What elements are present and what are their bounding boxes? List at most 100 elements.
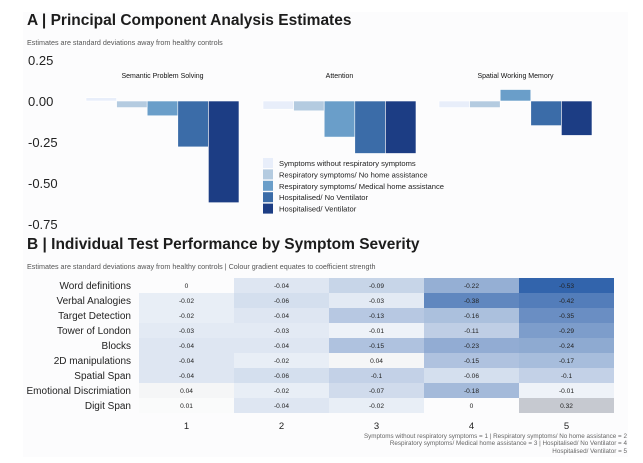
heatmap-title: B | Individual Test Performance by Sympt… bbox=[27, 236, 420, 253]
cell-value: -0.02 bbox=[179, 298, 194, 305]
heatmap-cell bbox=[424, 308, 519, 323]
cell-value: -0.11 bbox=[464, 328, 479, 335]
heatmap-cell bbox=[424, 368, 519, 383]
cell-value: 0.04 bbox=[370, 358, 383, 365]
bar bbox=[561, 100, 593, 136]
heatmap-cell bbox=[234, 353, 329, 368]
heatmap-cell bbox=[139, 308, 234, 323]
bar bbox=[385, 100, 417, 154]
cell-value: 0.01 bbox=[180, 403, 193, 410]
heatmap-cell bbox=[139, 398, 234, 413]
cell-value: -0.01 bbox=[369, 328, 384, 335]
y-tick-label: -0.25 bbox=[28, 135, 58, 150]
bar bbox=[323, 100, 356, 138]
cell-value: -0.03 bbox=[179, 328, 194, 335]
row-label: Word definitions bbox=[59, 281, 131, 292]
x-tick-label: 1 bbox=[184, 421, 189, 432]
cell-value: -0.15 bbox=[464, 358, 479, 365]
cell-value: -0.16 bbox=[464, 313, 479, 320]
row-label: Tower of London bbox=[57, 326, 131, 337]
bar bbox=[116, 100, 148, 108]
facet-label: Semantic Problem Solving bbox=[121, 73, 203, 80]
legend-label: Symptoms without respiratory symptoms bbox=[279, 159, 416, 168]
legend-label: Respiratory symptoms/ No home assistance bbox=[279, 170, 428, 179]
heatmap-cell bbox=[519, 308, 614, 323]
cell-value: -0.29 bbox=[559, 328, 574, 335]
heatmap-cell bbox=[329, 323, 424, 338]
cell-value: -0.04 bbox=[274, 283, 289, 290]
cell-value: -0.03 bbox=[369, 298, 384, 305]
cell-value: -0.04 bbox=[274, 343, 289, 350]
y-tick-label: -0.50 bbox=[28, 176, 58, 191]
bar bbox=[354, 100, 386, 154]
row-label: Emotional Discrimiation bbox=[27, 386, 131, 397]
cell-value: -0.53 bbox=[559, 283, 574, 290]
legend-label: Respiratory symptoms/ Medical home assis… bbox=[279, 182, 444, 191]
cell-value: -0.04 bbox=[179, 358, 194, 365]
caption-line: Symptoms without respiratory symptoms = … bbox=[363, 433, 627, 440]
heatmap-cell bbox=[139, 353, 234, 368]
heatmap-cell bbox=[234, 308, 329, 323]
cell-value: -0.04 bbox=[274, 313, 289, 320]
cell-value: -0.38 bbox=[464, 298, 479, 305]
row-label: Verbal Analogies bbox=[56, 296, 131, 307]
heatmap-cell bbox=[519, 398, 614, 413]
pca-chart-subtitle: Estimates are standard deviations away f… bbox=[27, 38, 223, 47]
heatmap-cell bbox=[424, 353, 519, 368]
cell-value: -0.06 bbox=[274, 298, 289, 305]
heatmap-cell bbox=[424, 383, 519, 398]
heatmap-cell bbox=[139, 293, 234, 308]
bar bbox=[293, 100, 325, 112]
heatmap-cell bbox=[519, 293, 614, 308]
cell-value: -0.13 bbox=[369, 313, 384, 320]
heatmap-cell bbox=[329, 398, 424, 413]
heatmap-cell bbox=[329, 338, 424, 353]
cell-value: -0.07 bbox=[369, 388, 384, 395]
cell-value: -0.22 bbox=[464, 283, 479, 290]
heatmap-cell bbox=[234, 323, 329, 338]
bar bbox=[85, 97, 117, 102]
row-label: Blocks bbox=[102, 341, 131, 352]
y-tick-label: 0.00 bbox=[28, 94, 53, 109]
heatmap-cell bbox=[519, 323, 614, 338]
cell-value: -0.17 bbox=[559, 358, 574, 365]
heatmap-cell bbox=[234, 338, 329, 353]
cell-value: -0.15 bbox=[369, 343, 384, 350]
cell-value: 0.32 bbox=[560, 403, 573, 410]
heatmap-cell bbox=[329, 278, 424, 293]
bar bbox=[499, 89, 532, 102]
y-tick-label: -0.75 bbox=[28, 217, 58, 232]
cell-value: -0.02 bbox=[179, 313, 194, 320]
heatmap-cell bbox=[329, 308, 424, 323]
heatmap-cell bbox=[329, 383, 424, 398]
heatmap-cell bbox=[424, 398, 519, 413]
heatmap-cell bbox=[519, 383, 614, 398]
severity-caption: Symptoms without respiratory symptoms = … bbox=[364, 433, 627, 455]
cell-value: -0.1 bbox=[561, 373, 573, 380]
heatmap-cell bbox=[234, 383, 329, 398]
cell-value: -0.04 bbox=[179, 343, 194, 350]
cell-value: -0.18 bbox=[464, 388, 479, 395]
row-label: Target Detection bbox=[58, 311, 131, 322]
cell-value: -0.04 bbox=[179, 373, 194, 380]
cell-value: 0.04 bbox=[180, 388, 193, 395]
x-tick-label: 2 bbox=[279, 421, 284, 432]
cell-value: 0 bbox=[470, 403, 474, 410]
bar bbox=[530, 100, 562, 126]
legend-label: Hospitalised/ No Ventilator bbox=[279, 193, 369, 202]
row-label: Digit Span bbox=[85, 401, 131, 412]
heatmap-cell bbox=[234, 278, 329, 293]
heatmap-cell bbox=[139, 383, 234, 398]
bar bbox=[469, 100, 501, 108]
heatmap-cell bbox=[329, 368, 424, 383]
heatmap-cell bbox=[424, 278, 519, 293]
x-tick-label: 5 bbox=[564, 421, 569, 432]
cell-value: -0.06 bbox=[274, 373, 289, 380]
legend-swatch bbox=[263, 180, 273, 191]
cell-value: -0.04 bbox=[274, 403, 289, 410]
heatmap-cell bbox=[329, 353, 424, 368]
bar bbox=[146, 100, 179, 117]
cell-value: 0 bbox=[185, 283, 189, 290]
heatmap-cell bbox=[234, 293, 329, 308]
